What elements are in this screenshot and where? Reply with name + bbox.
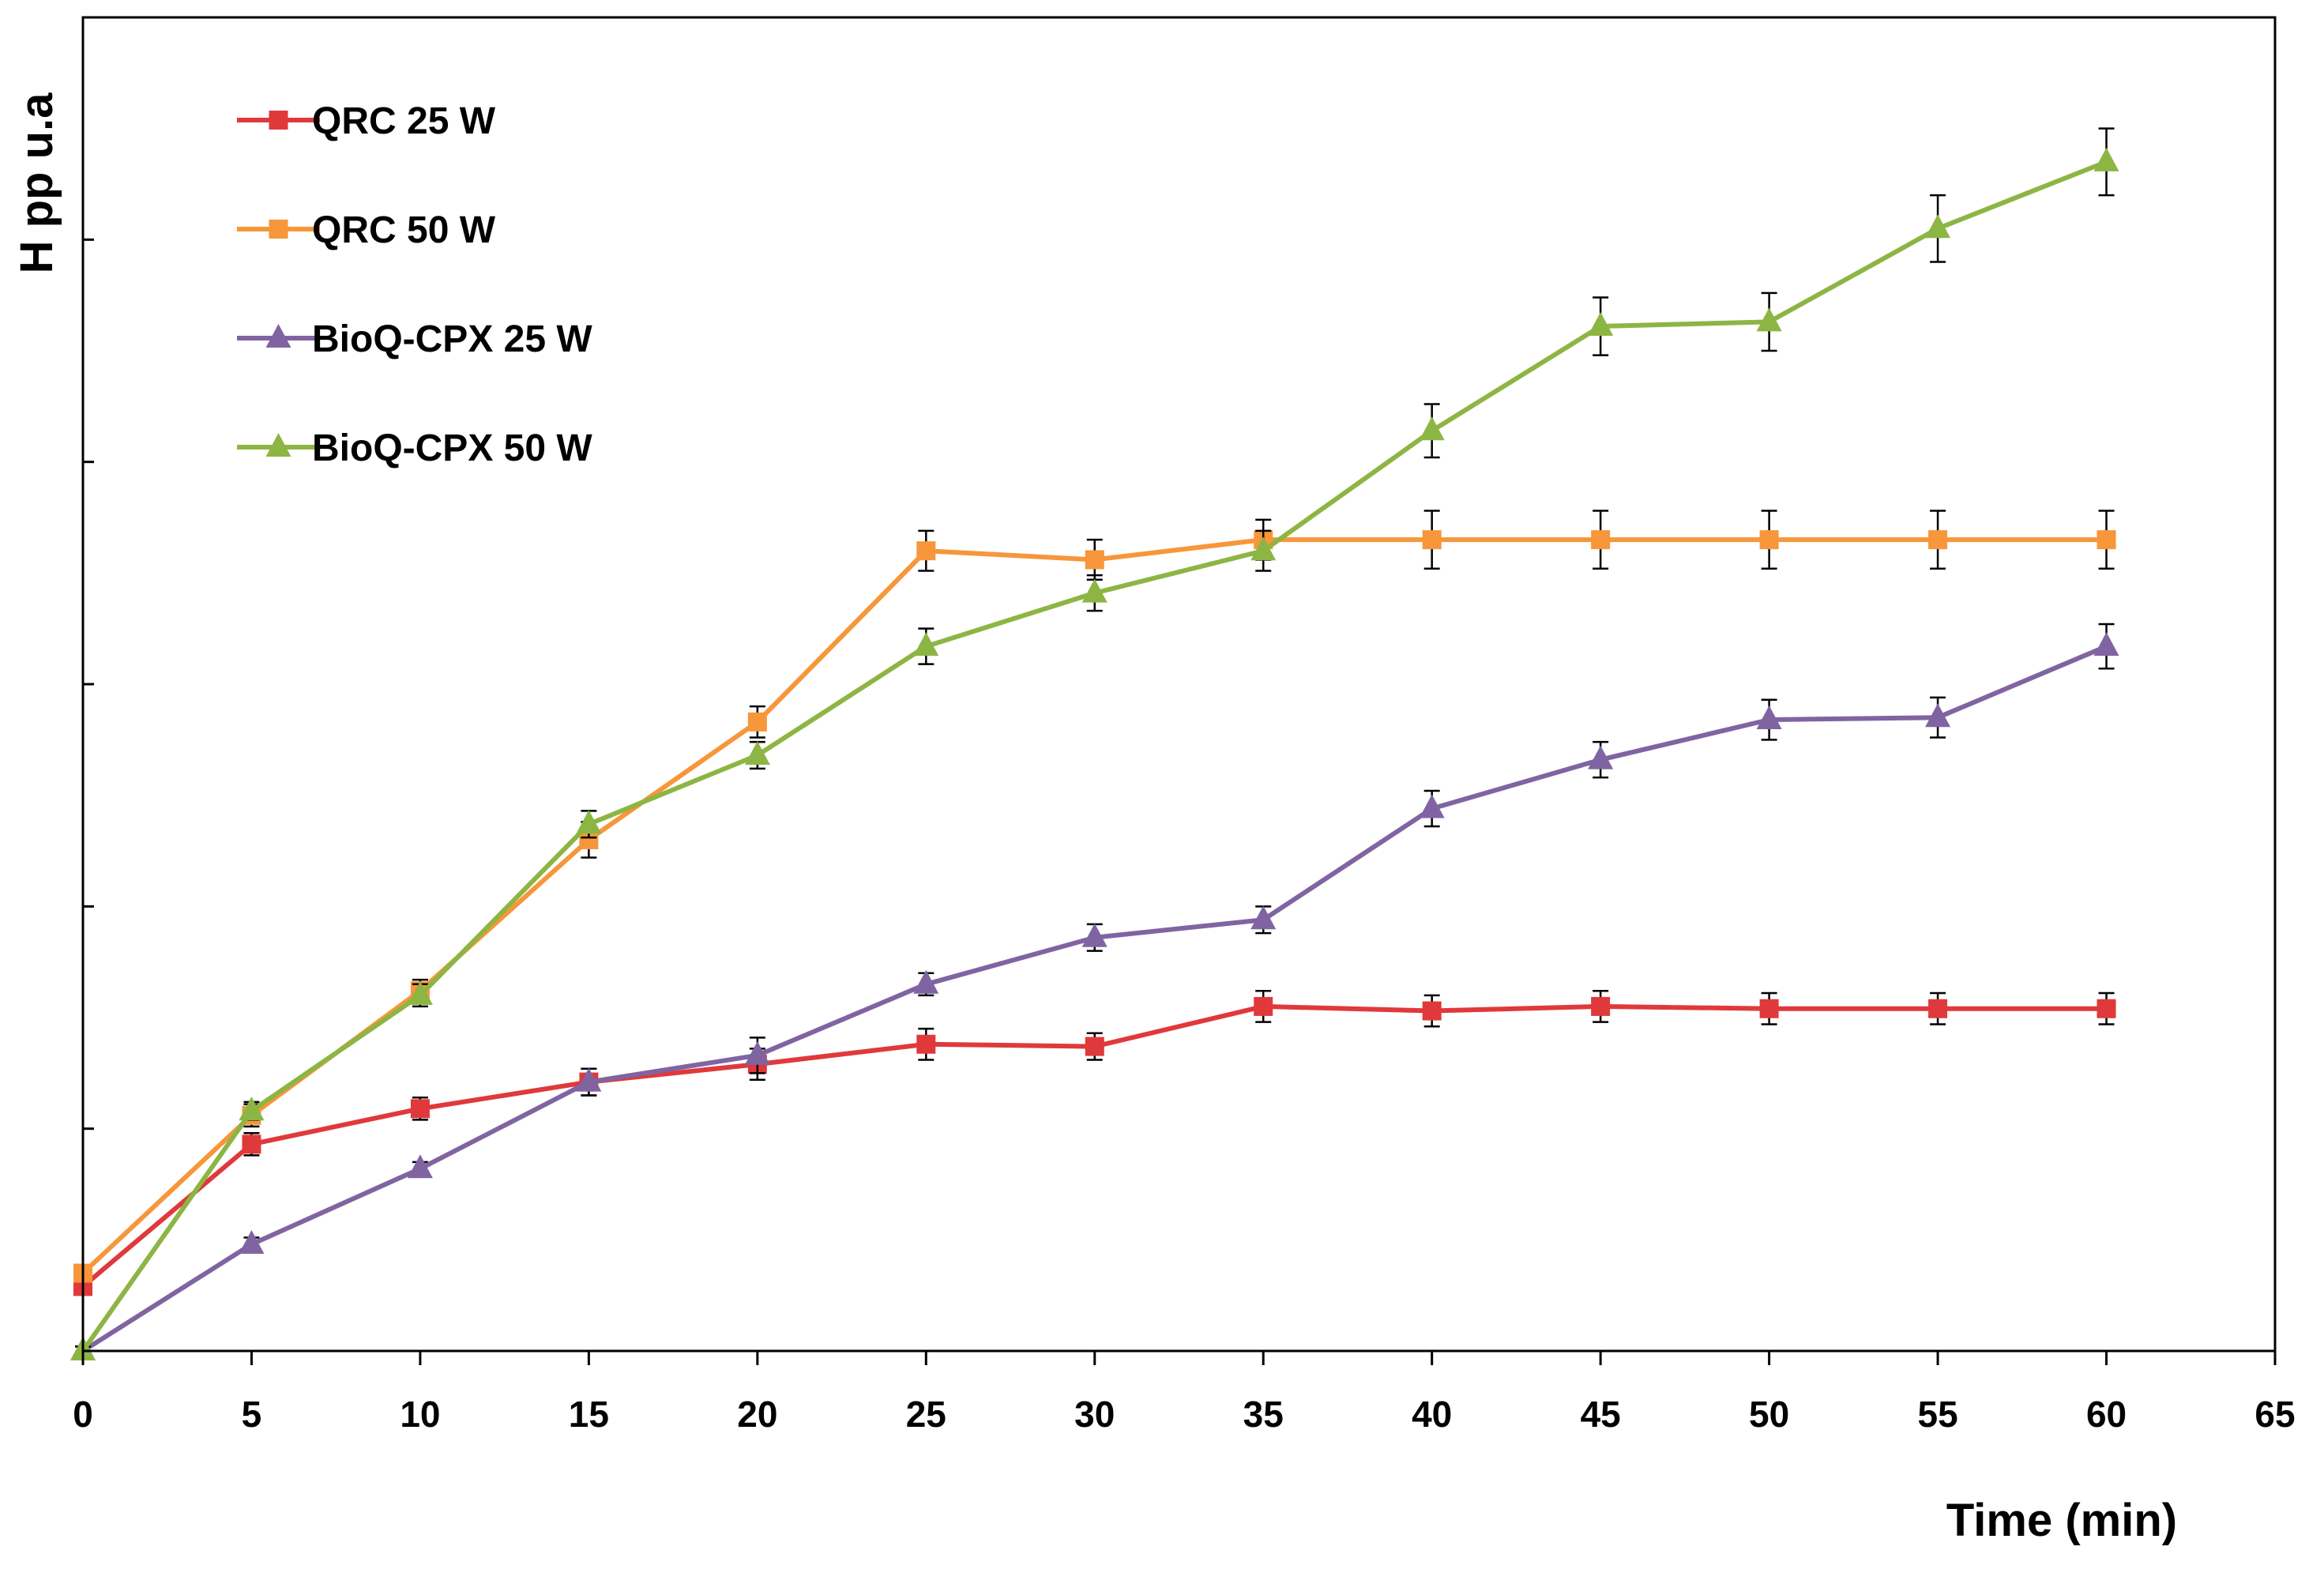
x-tick-label: 5: [242, 1394, 262, 1435]
data-point: [916, 1034, 936, 1054]
data-point: [1085, 1037, 1104, 1056]
x-tick-label: 50: [1749, 1394, 1789, 1435]
data-point: [913, 969, 939, 994]
legend-item: QRC 25 W: [237, 100, 496, 142]
data-point: [242, 1134, 261, 1154]
data-point: [1756, 307, 1782, 332]
legend-item: BioQ-CPX 50 W: [237, 427, 592, 469]
data-point: [2093, 632, 2119, 657]
data-point: [1925, 703, 1951, 728]
x-tick-label: 15: [569, 1394, 609, 1435]
data-point: [1085, 550, 1104, 570]
data-point: [1419, 794, 1445, 818]
x-tick-label: 20: [737, 1394, 777, 1435]
x-tick-label: 30: [1074, 1394, 1115, 1435]
x-tick-label: 60: [2086, 1394, 2127, 1435]
series-qrc-50-w: [73, 510, 2116, 1283]
series-line: [81, 537, 2107, 1275]
y-axis-title: H pp u.a: [11, 92, 62, 274]
data-point: [1925, 214, 1951, 239]
data-point: [1588, 745, 1614, 769]
data-point: [744, 741, 770, 766]
data-point: [576, 810, 602, 834]
plot-area: [70, 127, 2119, 1360]
data-point: [239, 1097, 265, 1121]
legend-swatch-marker: [269, 111, 288, 130]
legend-item: QRC 50 W: [237, 209, 496, 251]
series-qrc-25-w: [73, 989, 2116, 1296]
legend-swatch-marker: [265, 433, 291, 457]
axes: Time (min) H pp u.a 0 5 10 15 20 25 30 35 40 45 50…: [11, 16, 2296, 1546]
data-point: [1588, 312, 1614, 337]
series-line: [81, 644, 2108, 1353]
data-point: [576, 1067, 602, 1092]
x-tick-label: 55: [1917, 1394, 1957, 1435]
data-point: [239, 1229, 265, 1254]
data-point: [1591, 996, 1611, 1016]
data-point: [1422, 530, 1442, 550]
x-axis-title: Time (min): [1946, 1495, 2177, 1546]
data-point: [1591, 530, 1611, 550]
x-tick-label: 25: [906, 1394, 946, 1435]
data-point: [1419, 416, 1445, 441]
x-tick-label: 45: [1581, 1394, 1621, 1435]
legend-label: BioQ-CPX 50 W: [312, 427, 592, 469]
x-tick-label: 40: [1412, 1394, 1452, 1435]
data-point: [744, 1040, 770, 1065]
legend-label: BioQ-CPX 25 W: [312, 318, 592, 360]
data-point: [407, 1154, 433, 1179]
data-point: [1254, 996, 1273, 1016]
data-point: [1759, 999, 1779, 1018]
legend-swatch-marker: [269, 220, 288, 239]
series-bioq-cpx-25-w: [70, 623, 2119, 1360]
legend-label: QRC 50 W: [312, 209, 496, 251]
data-point: [1081, 923, 1107, 947]
data-point: [407, 980, 433, 1005]
x-tick-label: 10: [400, 1394, 440, 1435]
x-tick-label: 35: [1243, 1394, 1284, 1435]
legend-label: QRC 25 W: [312, 100, 496, 142]
data-point: [1928, 530, 1948, 550]
data-point: [1756, 705, 1782, 730]
x-tick-label: 65: [2254, 1394, 2295, 1435]
data-point: [410, 1099, 430, 1119]
data-point: [2096, 999, 2116, 1018]
data-point: [913, 632, 939, 657]
legend: QRC 25 W QRC 50 W BioQ-CPX 25 W BioQ-CPX 50…: [237, 100, 592, 469]
data-point: [747, 712, 767, 732]
data-point: [916, 541, 936, 561]
series-bioq-cpx-50-w: [70, 127, 2119, 1360]
data-point: [1759, 530, 1779, 550]
data-point: [1928, 999, 1948, 1018]
data-point: [2096, 530, 2116, 550]
data-point: [1250, 905, 1277, 930]
x-tick-label: 0: [73, 1394, 93, 1435]
data-point: [1422, 1001, 1442, 1021]
data-point: [2093, 147, 2119, 171]
data-point: [1250, 536, 1277, 561]
legend-swatch-marker: [265, 324, 291, 348]
data-point: [1081, 578, 1107, 603]
legend-item: BioQ-CPX 25 W: [237, 318, 592, 360]
